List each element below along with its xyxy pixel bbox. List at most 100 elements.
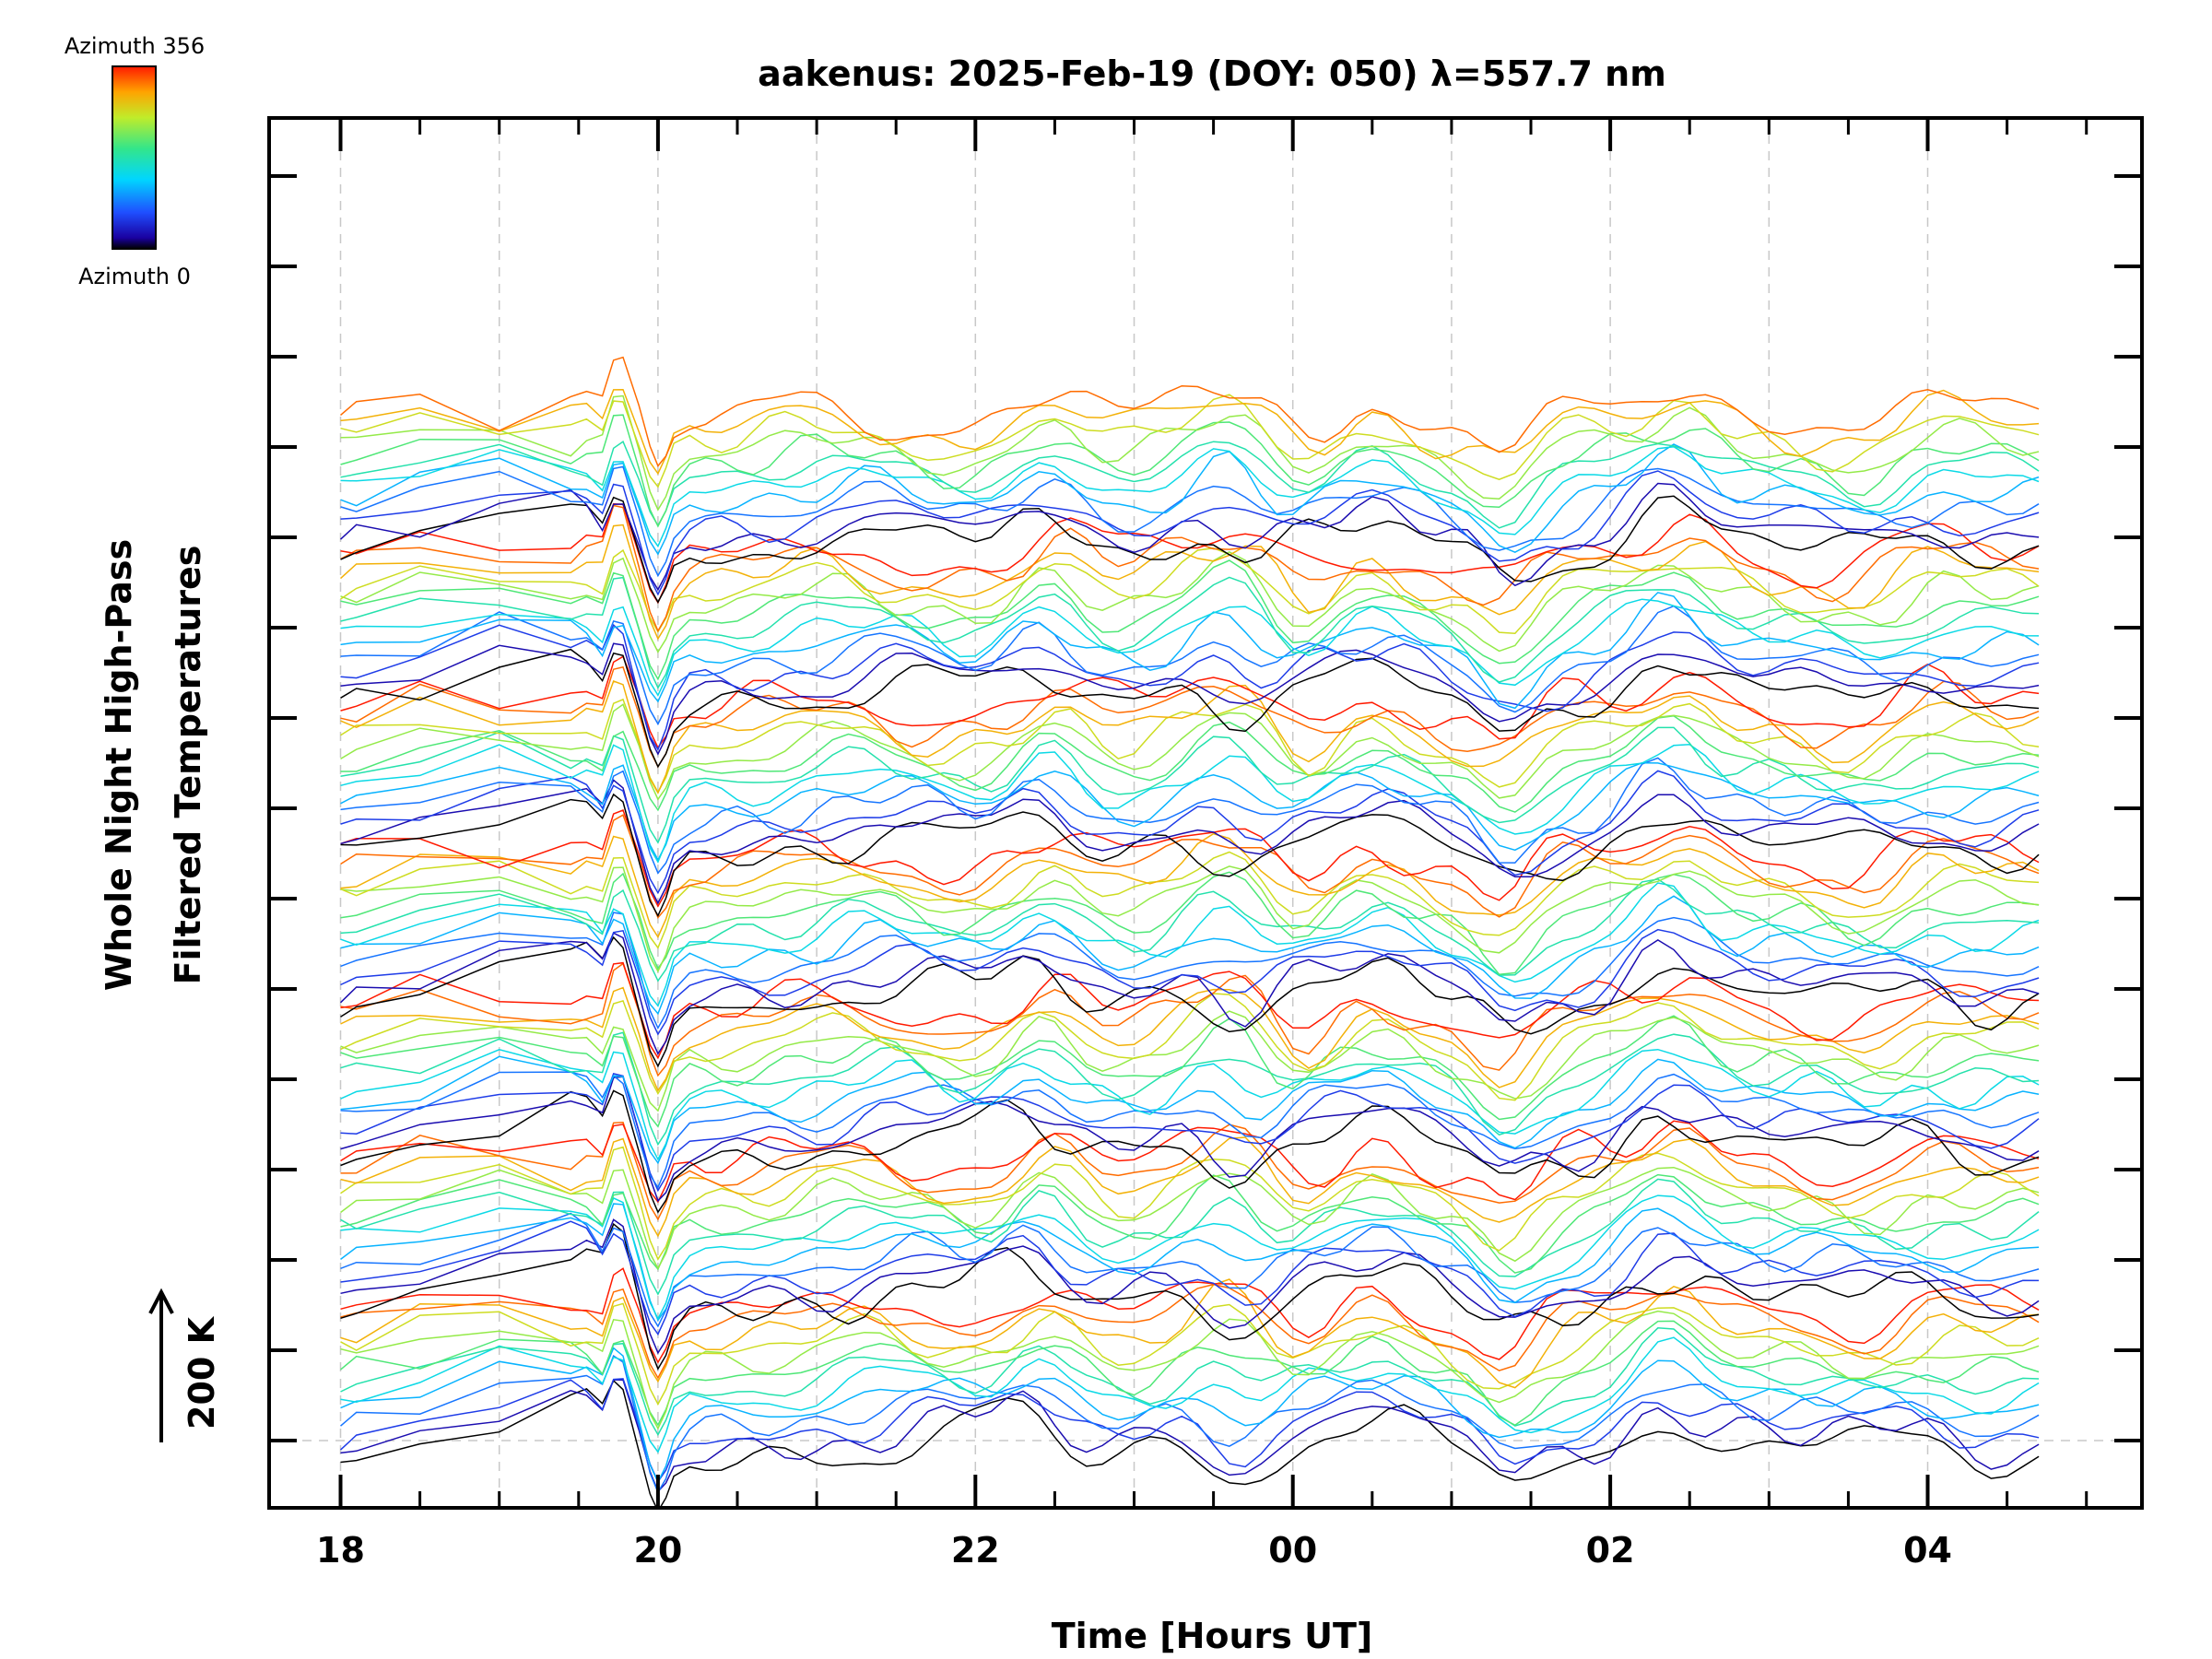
series-line-63: [340, 665, 2040, 769]
series-line-54: [340, 770, 2040, 895]
series-line-32: [340, 1031, 2040, 1147]
series-line-42: [340, 912, 2040, 1030]
series-line-36: [340, 986, 2040, 1092]
series-line-33: [340, 1015, 2040, 1128]
colorbar-top-label: Azimuth 356: [65, 33, 205, 59]
series-line-73: [340, 550, 2040, 653]
series-line-52: [340, 793, 2040, 918]
x-tick-label: 20: [633, 1530, 682, 1571]
colorbar: Azimuth 356 Azimuth 0: [65, 33, 205, 289]
series-line-13: [340, 1222, 2040, 1371]
series-line-34: [340, 1010, 2040, 1112]
chart-title: aakenus: 2025-Feb-19 (DOY: 050) λ=557.7 …: [758, 53, 1666, 94]
series-line-19: [340, 1178, 2040, 1296]
series-line-80: [340, 470, 2040, 596]
series-line-70: [340, 598, 2040, 697]
series-line-64: [340, 655, 2040, 749]
series-line-87: [340, 394, 2040, 488]
axis-ticks: [269, 118, 2142, 1508]
series-line-14: [340, 1218, 2040, 1355]
scale-label: 200 K: [182, 1315, 222, 1430]
series-line-4: [340, 1347, 2040, 1484]
x-tick-label: 04: [1903, 1530, 1952, 1571]
series-line-25: [340, 1120, 2040, 1204]
series-line-74: [340, 547, 2040, 634]
series-line-76: [340, 504, 2040, 633]
series-line-50: [340, 814, 2040, 920]
series-line-62: [340, 680, 2040, 794]
series-line-55: [340, 757, 2040, 875]
series-line-20: [340, 1173, 2040, 1274]
series-line-85: [340, 414, 2040, 528]
series-line-30: [340, 1055, 2040, 1165]
scale-indicator: 200 K: [148, 1288, 222, 1442]
series-line-46: [340, 871, 2040, 975]
x-tick-labels: 18 20 22 00 02 04: [316, 1530, 1952, 1571]
series-line-88: [340, 388, 2040, 476]
series-line-43: [340, 895, 2040, 1016]
series-line-56: [340, 761, 2040, 862]
series-line-5: [340, 1336, 2040, 1453]
series-line-1: [340, 1379, 2040, 1493]
series-line-41: [340, 928, 2040, 1036]
series-line-22: [340, 1146, 2040, 1261]
series-line-82: [340, 443, 2040, 556]
series-line-26: [340, 1089, 2040, 1214]
series-line-0: [340, 1379, 2040, 1508]
series-line-58: [340, 726, 2040, 844]
series-line-9: [340, 1302, 2040, 1406]
series-line-28: [340, 1073, 2040, 1193]
series-line-69: [340, 592, 2040, 710]
series-line-67: [340, 623, 2040, 751]
series-line-37: [340, 962, 2040, 1077]
series-line-51: [340, 809, 2040, 908]
series-line-3: [340, 1354, 2040, 1494]
series-line-21: [340, 1166, 2040, 1270]
series-line-12: [340, 1267, 2040, 1364]
series-line-18: [340, 1194, 2040, 1321]
series-line-71: [340, 576, 2040, 689]
series-line-10: [340, 1278, 2040, 1389]
series-line-72: [340, 559, 2040, 681]
y-axis-label-line1: Whole Night High-Pass: [99, 539, 139, 991]
series-line-68: [340, 605, 2040, 726]
series-line-16: [340, 1212, 2040, 1328]
x-tick-label: 22: [951, 1530, 1000, 1571]
series-line-11: [340, 1283, 2040, 1380]
series-line-61: [340, 698, 2040, 794]
x-axis-label: Time [Hours UT]: [1052, 1616, 1373, 1656]
series-line-6: [340, 1327, 2040, 1437]
x-tick-label: 18: [316, 1530, 365, 1571]
colorbar-gradient: [112, 65, 157, 250]
series-line-86: [340, 394, 2040, 512]
colorbar-bottom-label: Azimuth 0: [78, 264, 191, 289]
series-line-31: [340, 1048, 2040, 1161]
series-line-39: [340, 935, 2040, 1068]
series-line-89: [340, 356, 2040, 467]
series-line-78: [340, 495, 2040, 604]
series-line-2: [339, 1378, 2040, 1484]
series-line-23: [340, 1136, 2040, 1238]
series-line-79: [339, 482, 2040, 592]
y-axis-label-line2: Filtered Temperatures: [168, 546, 208, 985]
series-line-45: [340, 878, 2040, 982]
series-line-40: [339, 932, 2040, 1055]
scale-arrowhead: [148, 1288, 174, 1314]
series-line-57: [340, 744, 2040, 864]
series-line-29: [340, 1071, 2040, 1189]
series-line-17: [340, 1203, 2040, 1322]
series-line-15: [340, 1220, 2040, 1336]
series-line-77: [340, 502, 2040, 605]
x-tick-label: 00: [1268, 1530, 1317, 1571]
series-line-60: [340, 703, 2040, 801]
series-line-38: [340, 961, 2040, 1060]
series-line-48: [340, 851, 2040, 949]
series-line-47: [340, 865, 2040, 973]
series-line-53: [340, 779, 2040, 905]
series-line-83: [340, 445, 2040, 548]
series-line-7: [340, 1320, 2040, 1427]
series-group: [339, 356, 2040, 1508]
series-line-44: [340, 882, 2040, 1007]
series-line-27: [340, 1076, 2040, 1203]
series-line-35: [340, 993, 2040, 1101]
